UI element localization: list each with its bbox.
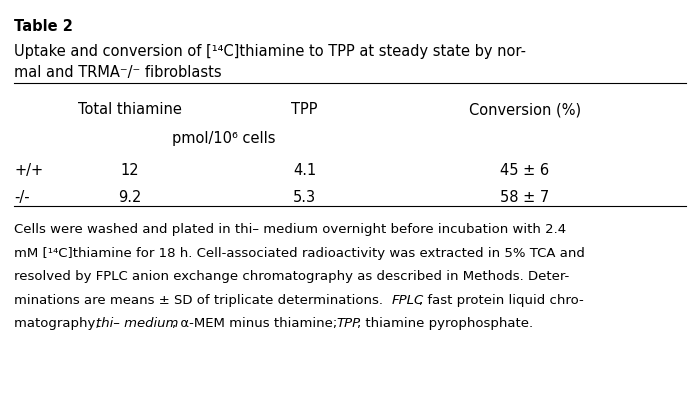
Text: -/-: -/- bbox=[14, 190, 29, 205]
Text: 4.1: 4.1 bbox=[293, 163, 316, 178]
Text: Uptake and conversion of [: Uptake and conversion of [ bbox=[0, 416, 1, 417]
Text: TPP: TPP bbox=[291, 102, 318, 117]
Text: pmol/10⁶ cells: pmol/10⁶ cells bbox=[172, 131, 276, 146]
Text: Table 2: Table 2 bbox=[14, 19, 73, 34]
Text: , fast protein liquid chro-: , fast protein liquid chro- bbox=[419, 294, 584, 306]
Text: +/+: +/+ bbox=[14, 163, 43, 178]
Text: minations are means ± SD of triplicate determinations.: minations are means ± SD of triplicate d… bbox=[14, 294, 387, 306]
Text: mM [¹⁴C]thiamine for 18 h. Cell-associated radioactivity was extracted in 5% TCA: mM [¹⁴C]thiamine for 18 h. Cell-associat… bbox=[14, 247, 585, 260]
Text: Uptake and conversion of [¹⁴C]thiamine to TPP at steady state by nor-: Uptake and conversion of [¹⁴C]thiamine t… bbox=[14, 44, 526, 59]
Text: , α-MEM minus thiamine;: , α-MEM minus thiamine; bbox=[172, 317, 342, 330]
Text: 5.3: 5.3 bbox=[293, 190, 316, 205]
Text: TPP: TPP bbox=[337, 317, 360, 330]
Text: FPLC: FPLC bbox=[391, 294, 423, 306]
Text: 58 ± 7: 58 ± 7 bbox=[500, 190, 550, 205]
Text: thi– medium: thi– medium bbox=[97, 317, 178, 330]
Text: mal and TRMA⁻/⁻ fibroblasts: mal and TRMA⁻/⁻ fibroblasts bbox=[14, 65, 222, 80]
Text: 12: 12 bbox=[120, 163, 139, 178]
Text: Cells were washed and plated in thi– medium overnight before incubation with 2.4: Cells were washed and plated in thi– med… bbox=[14, 223, 566, 236]
Text: Conversion (%): Conversion (%) bbox=[469, 102, 581, 117]
Text: Total thiamine: Total thiamine bbox=[78, 102, 181, 117]
Text: , thiamine pyrophosphate.: , thiamine pyrophosphate. bbox=[357, 317, 533, 330]
Text: 9.2: 9.2 bbox=[118, 190, 141, 205]
Text: 45 ± 6: 45 ± 6 bbox=[500, 163, 550, 178]
Text: matography;: matography; bbox=[14, 317, 104, 330]
Text: resolved by FPLC anion exchange chromatography as described in Methods. Deter-: resolved by FPLC anion exchange chromato… bbox=[14, 270, 569, 283]
